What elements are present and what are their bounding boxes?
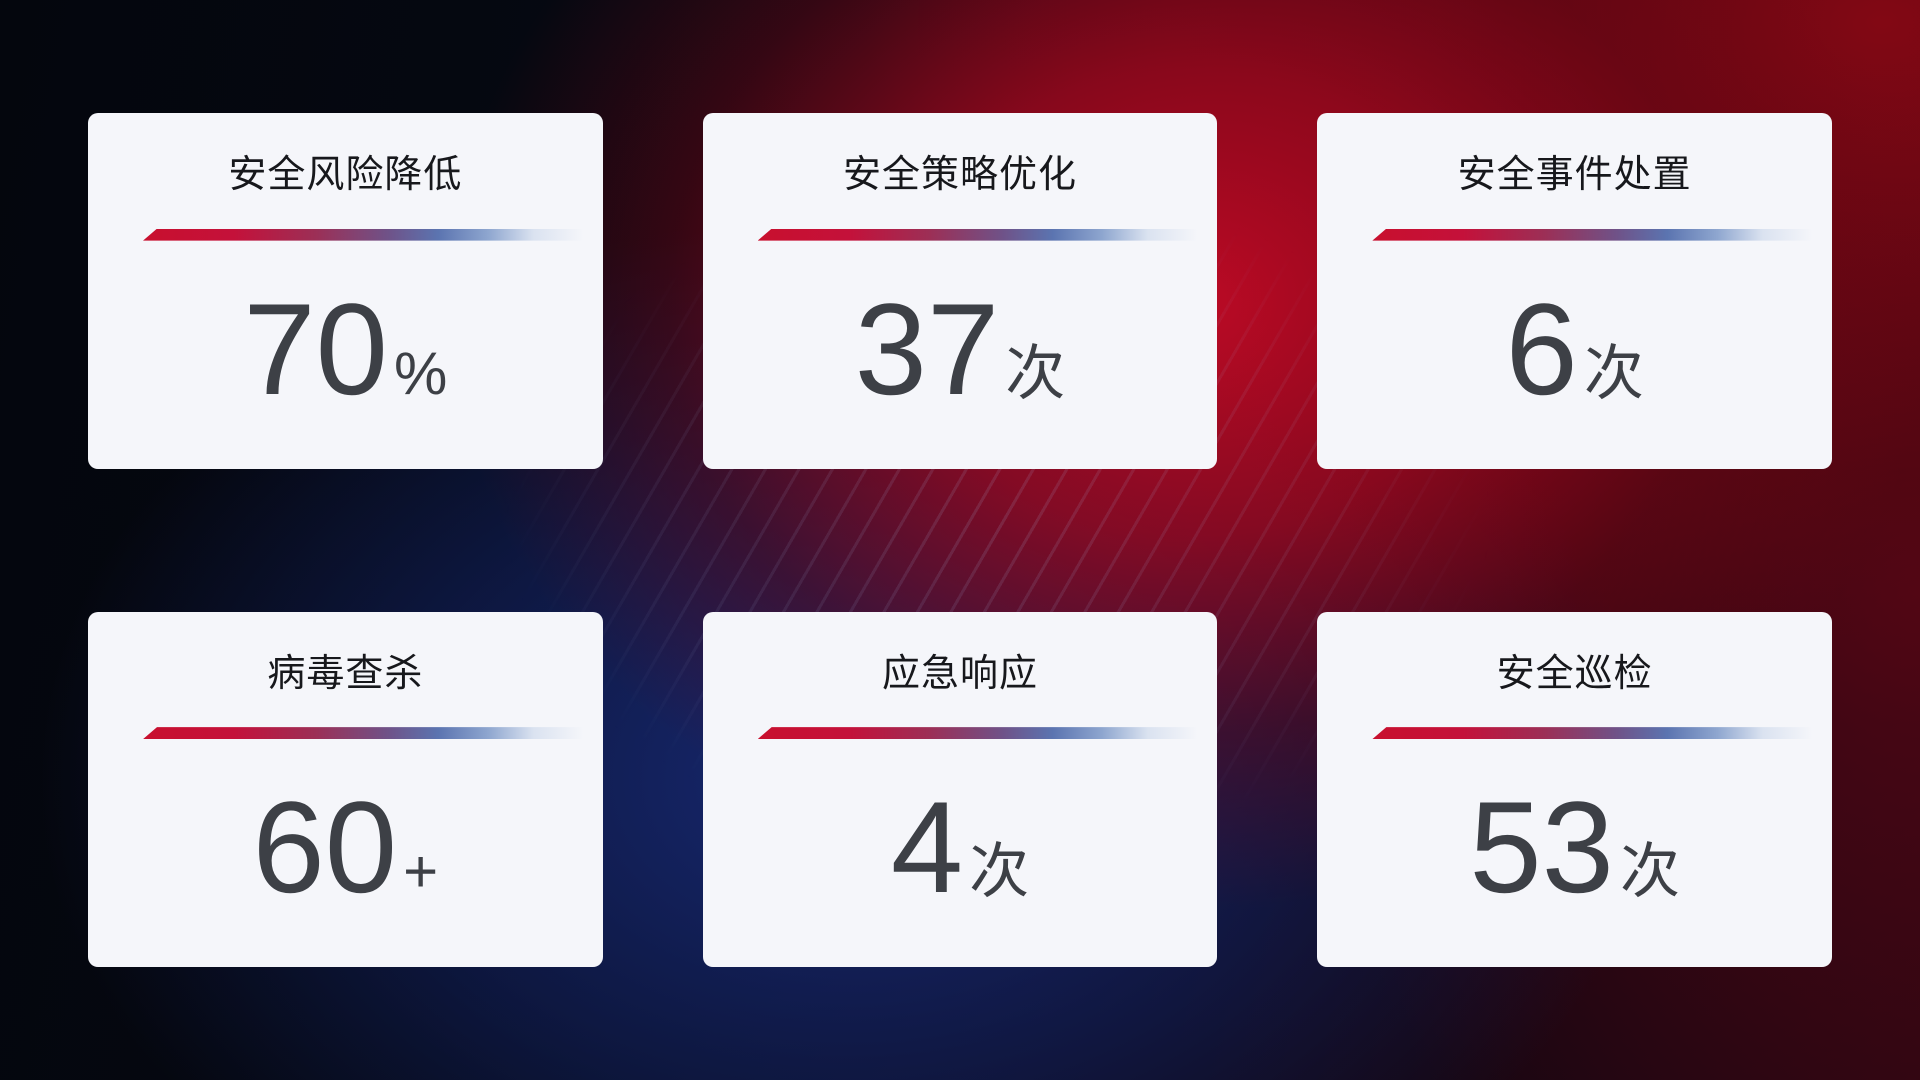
value-number: 4 xyxy=(890,774,964,921)
card-value: 4 次 xyxy=(703,739,1218,967)
value-unit: 次 xyxy=(1005,339,1066,407)
value-number: 53 xyxy=(1469,774,1614,921)
value-unit: 次 xyxy=(1619,838,1680,906)
value-number: 70 xyxy=(243,275,388,422)
card-title: 安全策略优化 xyxy=(842,154,1077,196)
stat-card-incident-handling: 安全事件处置 6 次 xyxy=(1317,113,1832,469)
card-value: 70 % xyxy=(88,241,603,469)
card-title: 安全事件处置 xyxy=(1457,154,1692,196)
card-value: 53 次 xyxy=(1317,739,1832,967)
card-title: 病毒查杀 xyxy=(267,652,424,695)
value-unit: + xyxy=(403,838,439,906)
gradient-divider xyxy=(757,727,1212,740)
card-value: 6 次 xyxy=(1317,241,1832,469)
gradient-divider xyxy=(143,727,597,740)
value-unit: % xyxy=(393,339,448,407)
value-number: 6 xyxy=(1505,275,1578,422)
card-value: 60 + xyxy=(88,739,603,967)
value-unit: 次 xyxy=(1583,339,1644,407)
stat-card-risk-reduction: 安全风险降低 70 % xyxy=(88,113,603,469)
card-title: 应急响应 xyxy=(881,652,1038,695)
stat-card-security-inspection: 安全巡检 53 次 xyxy=(1317,611,1832,967)
stat-card-virus-scan: 病毒查杀 60 + xyxy=(88,611,603,967)
gradient-divider xyxy=(1372,228,1826,241)
gradient-divider xyxy=(1372,727,1826,740)
stat-card-emergency-response: 应急响应 4 次 xyxy=(702,611,1218,967)
value-number: 60 xyxy=(252,774,398,921)
stat-card-policy-optimization: 安全策略优化 37 次 xyxy=(702,113,1218,469)
gradient-divider xyxy=(143,228,597,241)
card-value: 37 次 xyxy=(703,241,1218,469)
value-number: 37 xyxy=(854,275,1000,422)
card-title: 安全巡检 xyxy=(1496,652,1653,695)
gradient-divider xyxy=(757,228,1212,241)
card-title: 安全风险降低 xyxy=(228,154,463,196)
value-unit: 次 xyxy=(969,838,1030,906)
